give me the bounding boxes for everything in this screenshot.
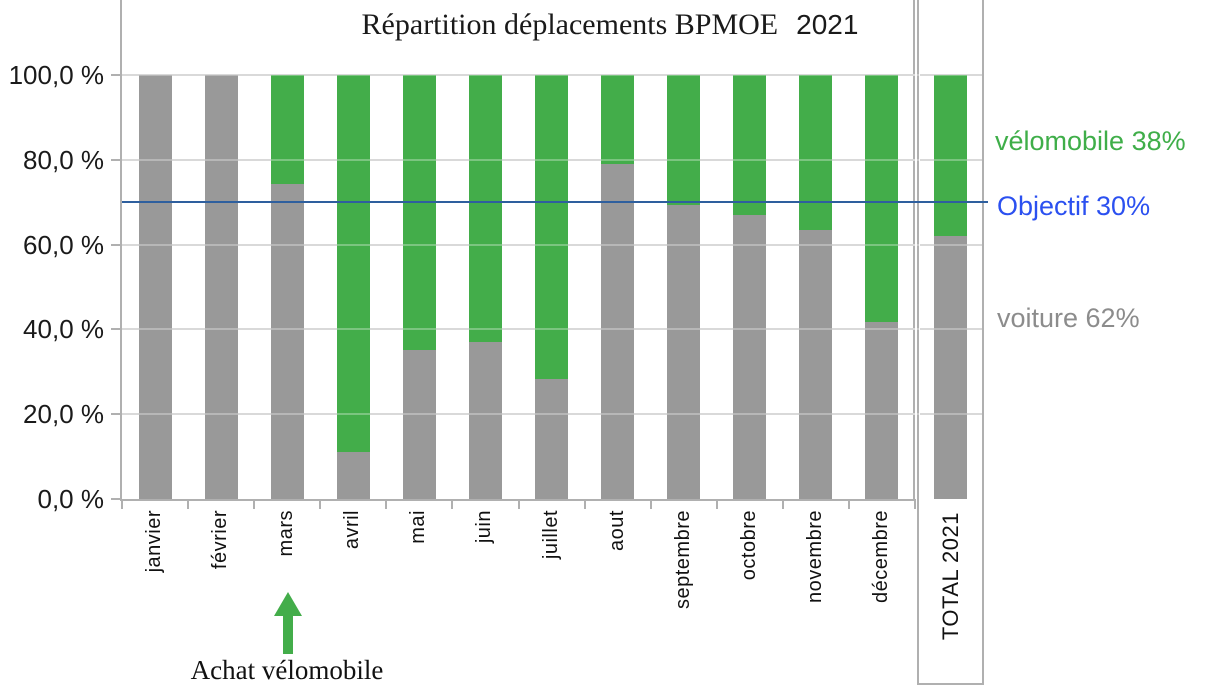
bar-voiture-octobre [733, 214, 767, 499]
objective-line [122, 201, 988, 204]
y-axis-label: 40,0 % [23, 314, 104, 345]
gridline-overlay [122, 74, 982, 76]
bar-velomobile-TOTAL 2021 [934, 75, 967, 237]
x-axis-tick [385, 499, 388, 509]
legend-objectif: Objectif 30% [997, 191, 1151, 221]
bar-velomobile-mars [270, 75, 304, 184]
bar-voiture-mai [402, 349, 436, 499]
x-axis-label: mai [407, 510, 430, 544]
chart-title: Répartition déplacements BPMOE 2021 [140, 8, 1080, 42]
bar-voiture-mars [270, 183, 304, 499]
x-axis-label: juin [473, 510, 496, 544]
x-axis-tick [583, 499, 586, 509]
x-axis-tick [715, 499, 718, 509]
bar-voiture-décembre [865, 322, 899, 499]
legend-velomobile: vélomobile 38% [995, 126, 1186, 156]
x-axis-tick [847, 499, 850, 509]
bar-velomobile-novembre [799, 75, 833, 230]
x-axis-tick [649, 499, 652, 509]
bar-voiture-aout [601, 164, 635, 499]
chart-title-year: 2021 [796, 9, 859, 40]
gridline-overlay [122, 243, 982, 246]
x-axis-label: septembre [671, 510, 694, 609]
x-axis-tick [253, 499, 256, 509]
y-axis-label: 20,0 % [23, 399, 104, 430]
y-axis-label: 60,0 % [23, 229, 104, 260]
gridline [122, 158, 915, 161]
achat-annotation-label: Achat vélomobile [190, 655, 384, 685]
x-axis-tick [517, 499, 520, 509]
x-axis-tick [121, 499, 123, 509]
total-column-box [917, 0, 984, 685]
x-axis-tick [451, 499, 454, 509]
bar-velomobile-juin [468, 75, 502, 343]
x-axis-label: février [209, 510, 232, 570]
bar-voiture-juillet [535, 379, 569, 499]
bar-voiture-septembre [667, 205, 701, 499]
bar-velomobile-avril [336, 75, 370, 452]
x-axis-label: mars [275, 510, 298, 557]
y-axis-tick [111, 328, 122, 331]
x-axis-label: décembre [869, 510, 892, 603]
x-axis-tick [914, 499, 916, 509]
bar-voiture-juin [468, 342, 502, 499]
legend-voiture: voiture 62% [997, 303, 1140, 333]
y-axis-tick [111, 413, 122, 416]
x-axis-label: juillet [539, 510, 562, 560]
bar-voiture-janvier [138, 75, 172, 499]
y-axis-label: 100,0 % [8, 60, 104, 90]
x-axis-tick [187, 499, 190, 509]
bar-velomobile-mai [402, 75, 436, 350]
x-axis-label: octobre [737, 510, 760, 581]
achat-arrow-icon [274, 592, 302, 654]
y-axis-label: 0,0 % [37, 484, 105, 514]
y-axis-tick [111, 74, 122, 76]
bar-voiture-février [204, 75, 238, 499]
bar-voiture-avril [336, 451, 370, 499]
gridline-overlay [122, 413, 982, 416]
x-axis-tick [781, 499, 784, 509]
bar-velomobile-décembre [865, 75, 899, 323]
x-axis-label: janvier [143, 510, 166, 573]
y-axis-label: 80,0 % [23, 144, 104, 175]
gridline [122, 243, 915, 246]
bar-velomobile-juillet [535, 75, 569, 379]
gridline-overlay [122, 158, 982, 161]
gridline [122, 74, 915, 76]
bar-velomobile-septembre [667, 75, 701, 206]
y-axis-tick [111, 158, 122, 161]
x-axis-tick [319, 499, 322, 509]
x-axis-label: avril [341, 510, 364, 550]
bar-velomobile-octobre [733, 75, 767, 215]
bar-voiture-TOTAL 2021 [934, 236, 967, 499]
x-axis-label-total: TOTAL 2021 [937, 512, 963, 641]
x-axis-label: aout [605, 510, 628, 551]
y-axis-tick [111, 243, 122, 246]
bar-voiture-novembre [799, 229, 833, 499]
x-axis-label: novembre [803, 510, 826, 603]
gridline-overlay [122, 328, 982, 331]
chart-title-text: Répartition déplacements BPMOE [361, 8, 779, 41]
gridline [122, 413, 915, 416]
gridline [122, 328, 915, 331]
y-axis-tick [111, 498, 122, 500]
bar-velomobile-aout [601, 75, 635, 165]
